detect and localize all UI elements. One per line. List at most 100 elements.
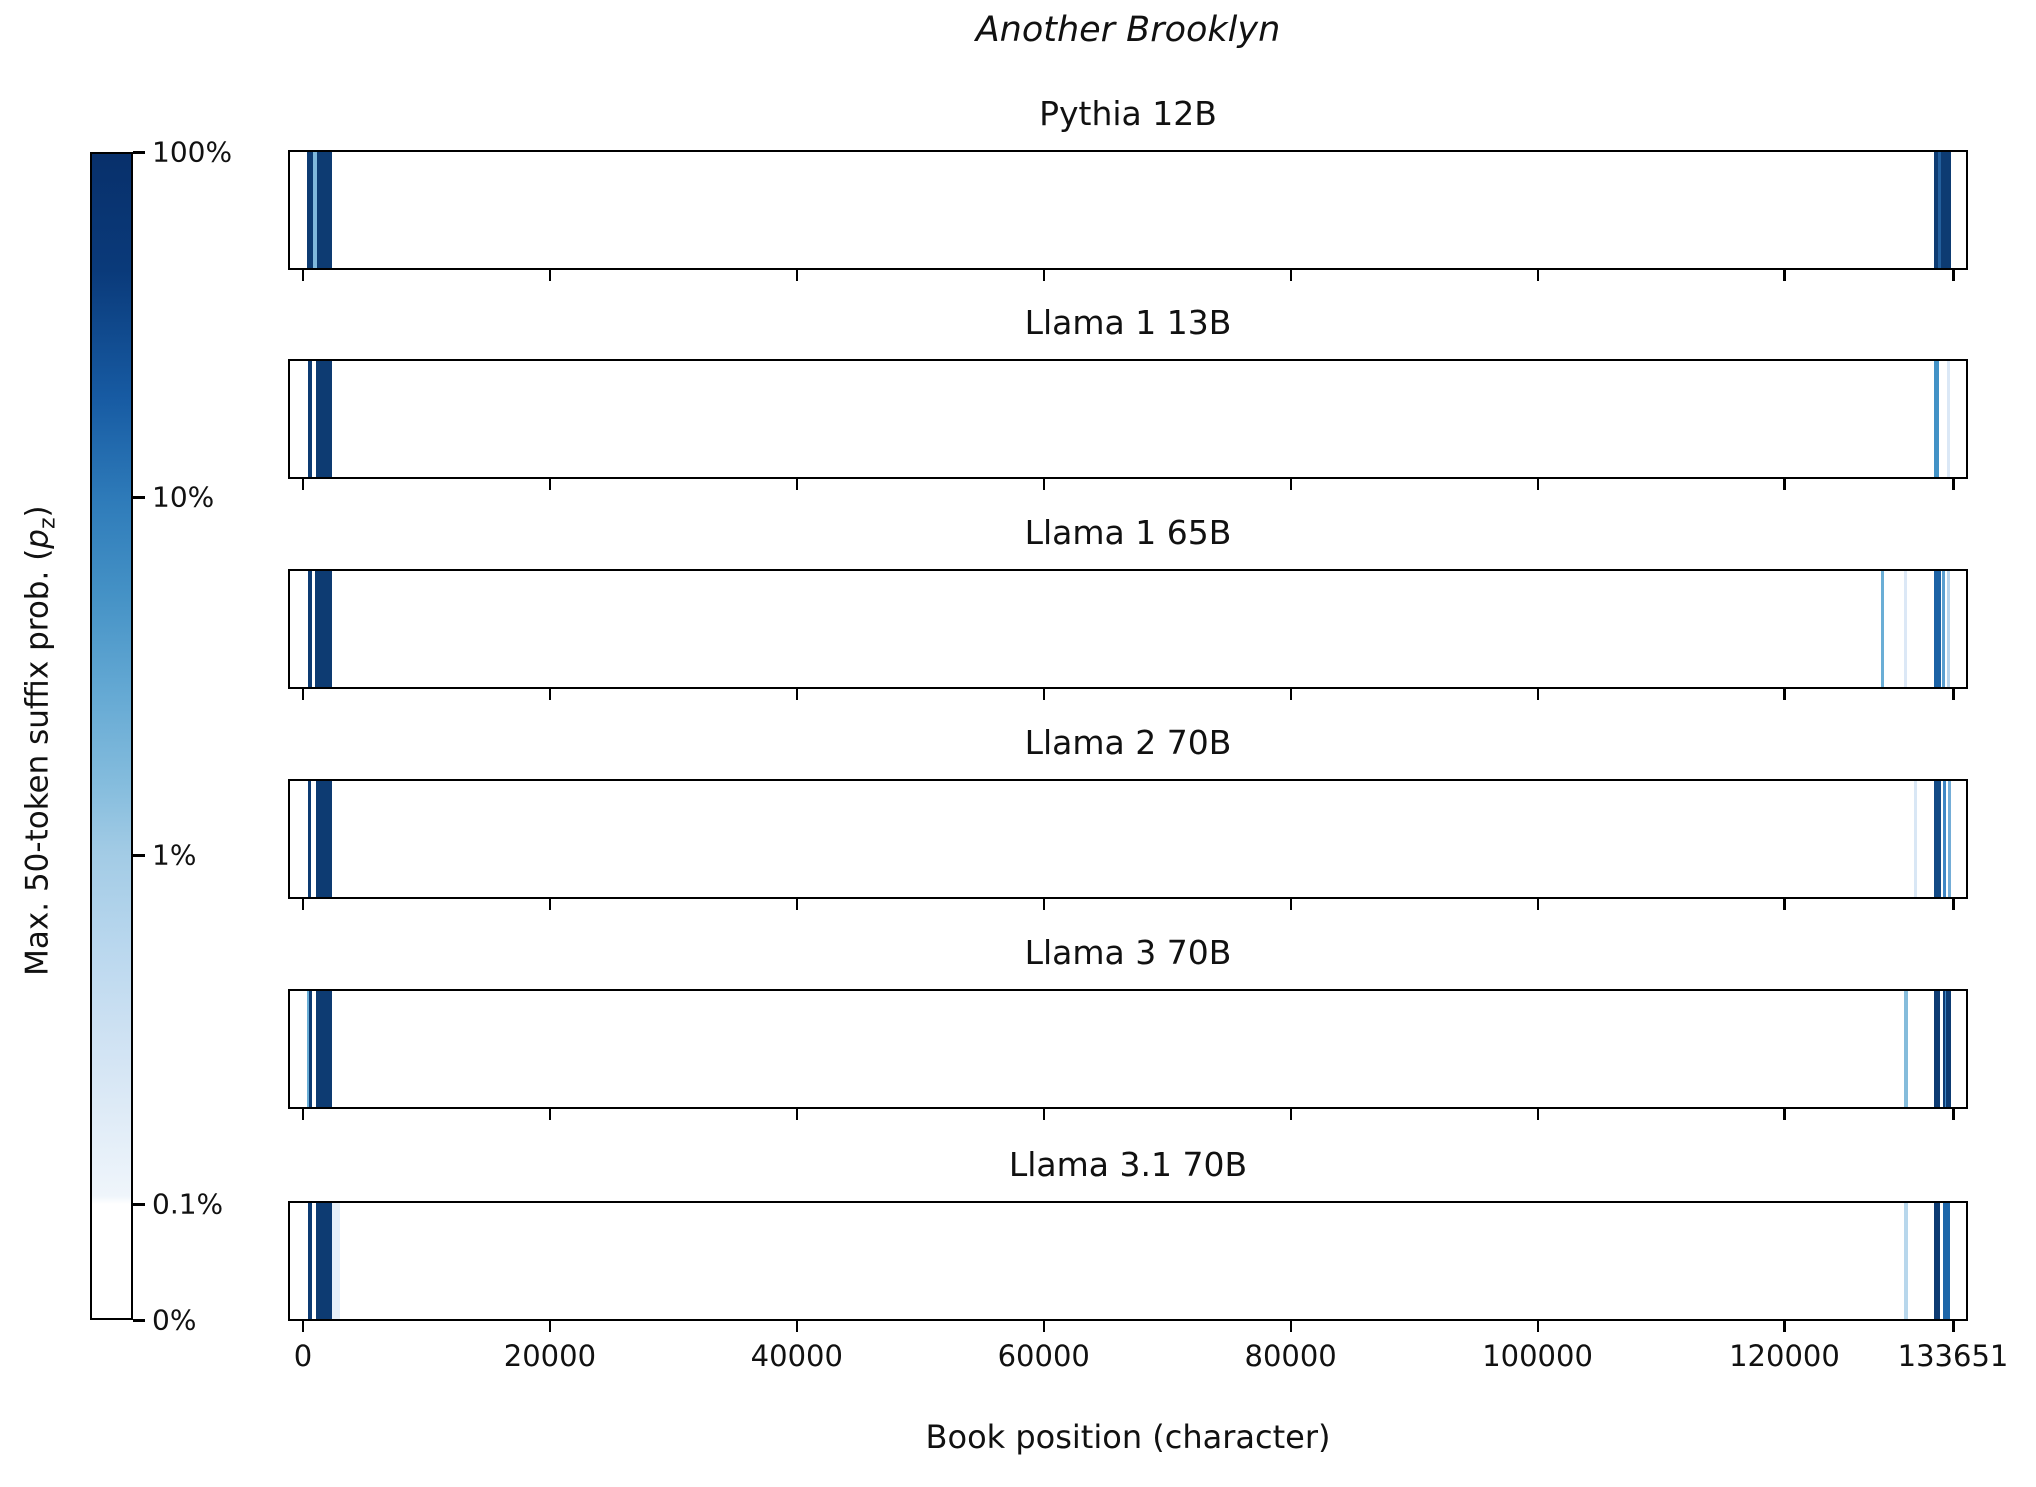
x-axis-tick bbox=[301, 1109, 305, 1120]
x-axis-tick bbox=[1042, 1109, 1046, 1120]
probability-stripe bbox=[1934, 152, 1939, 268]
x-axis-tick bbox=[1042, 270, 1046, 281]
x-axis-tick-label: 60000 bbox=[997, 1339, 1090, 1373]
probability-stripe bbox=[1904, 571, 1908, 687]
x-axis-tick-label: 20000 bbox=[503, 1339, 597, 1373]
probability-stripe bbox=[1946, 571, 1950, 687]
colorbar-tick-label: 0% bbox=[152, 1303, 197, 1337]
x-axis-tick-label: 80000 bbox=[1244, 1339, 1337, 1373]
x-axis-tick bbox=[548, 689, 552, 700]
probability-stripe bbox=[1943, 991, 1946, 1107]
probability-stripe bbox=[314, 571, 332, 687]
subplot-band bbox=[288, 989, 1968, 1109]
probability-stripe bbox=[312, 152, 317, 268]
x-axis-tick bbox=[301, 899, 305, 910]
colorbar-tick-label: 0.1% bbox=[152, 1187, 224, 1221]
probability-stripe bbox=[1934, 991, 1941, 1107]
colorbar-tick bbox=[133, 854, 145, 857]
probability-stripe bbox=[315, 781, 332, 897]
colorbar-tick bbox=[133, 1319, 145, 1322]
x-axis-tick bbox=[1289, 479, 1293, 490]
probability-stripe bbox=[1881, 571, 1885, 687]
x-axis-tick bbox=[1289, 270, 1293, 281]
x-axis-tick bbox=[301, 270, 305, 281]
subplot-title: Llama 1 65B bbox=[1024, 513, 1232, 552]
figure-title: Another Brooklyn bbox=[975, 10, 1281, 50]
x-axis-tick bbox=[795, 1109, 799, 1120]
x-axis-tick bbox=[795, 1321, 799, 1332]
subplot-title: Pythia 12B bbox=[1039, 94, 1217, 133]
x-axis-tick bbox=[301, 689, 305, 700]
x-axis-tick bbox=[1536, 899, 1540, 910]
colorbar-tick bbox=[133, 1203, 145, 1206]
x-axis-tick bbox=[795, 689, 799, 700]
y-axis-label-variable: p bbox=[19, 529, 56, 549]
colorbar: 100% 10% 1% 0.1% 0% bbox=[90, 136, 232, 1337]
probability-stripe bbox=[1934, 781, 1942, 897]
x-axis-tick-label: 40000 bbox=[750, 1339, 843, 1373]
x-axis-tick bbox=[548, 270, 552, 281]
x-axis-tick bbox=[1783, 479, 1786, 490]
x-axis-tick bbox=[1952, 270, 1955, 281]
x-axis-tick bbox=[301, 479, 305, 490]
x-axis-tick bbox=[1536, 1109, 1540, 1120]
x-axis-tick bbox=[1952, 899, 1955, 910]
probability-stripe bbox=[315, 1203, 332, 1319]
probability-stripe bbox=[331, 1203, 340, 1319]
probability-stripe bbox=[1904, 991, 1909, 1107]
probability-stripe bbox=[315, 361, 332, 477]
x-axis-tick bbox=[1289, 1109, 1293, 1120]
x-axis-tick bbox=[1042, 689, 1046, 700]
x-axis-tick bbox=[1952, 1321, 1955, 1332]
colorbar-tick-label: 10% bbox=[152, 480, 215, 514]
x-axis-tick bbox=[795, 899, 799, 910]
colorbar-tick-label: 1% bbox=[152, 838, 197, 872]
x-axis-tick-label: 120000 bbox=[1729, 1339, 1840, 1373]
probability-stripe bbox=[1947, 781, 1952, 897]
probability-stripe bbox=[315, 991, 332, 1107]
subplot-band bbox=[288, 1201, 1968, 1321]
probability-stripe bbox=[307, 571, 312, 687]
x-axis-tick bbox=[1952, 689, 1955, 700]
y-axis-label-subscript: z bbox=[35, 517, 61, 530]
probability-stripe bbox=[1914, 781, 1918, 897]
probability-stripe bbox=[306, 991, 310, 1107]
x-axis-tick bbox=[548, 899, 552, 910]
subplot-title: Llama 2 70B bbox=[1024, 723, 1232, 762]
y-axis-label-close: ) bbox=[19, 505, 56, 518]
x-axis-tick bbox=[1289, 899, 1293, 910]
probability-stripe bbox=[307, 781, 311, 897]
x-axis-tick bbox=[1042, 479, 1046, 490]
x-axis-tick bbox=[1952, 479, 1955, 490]
x-axis-tick bbox=[1952, 1109, 1955, 1120]
x-axis-tick bbox=[1289, 689, 1293, 700]
colorbar-tick-label: 100% bbox=[152, 135, 233, 169]
subplot-band bbox=[288, 150, 1968, 270]
x-axis-tick bbox=[1536, 689, 1540, 700]
subplot-band bbox=[288, 779, 1968, 899]
x-axis-tick-label: 100000 bbox=[1482, 1339, 1593, 1373]
x-axis-tick bbox=[795, 479, 799, 490]
y-axis-label: Max. 50-token suffix prob. (pz) bbox=[19, 391, 60, 1091]
x-axis-tick-label: 0 bbox=[293, 1339, 313, 1373]
x-axis-tick bbox=[795, 270, 799, 281]
probability-stripe bbox=[1938, 152, 1942, 268]
x-axis-tick bbox=[301, 1321, 305, 1332]
subplot-band bbox=[288, 359, 1968, 479]
x-axis-tick bbox=[1042, 1321, 1046, 1332]
probability-stripe bbox=[1943, 1203, 1950, 1319]
x-axis-tick bbox=[548, 1321, 552, 1332]
x-axis-tick bbox=[1783, 1109, 1786, 1120]
probability-stripe bbox=[1904, 1203, 1909, 1319]
probability-stripe bbox=[1942, 571, 1945, 687]
x-axis-tick bbox=[1536, 1321, 1540, 1332]
x-axis-label: Book position (character) bbox=[925, 1418, 1331, 1456]
probability-stripe bbox=[1934, 571, 1942, 687]
probability-stripe bbox=[1941, 152, 1952, 268]
x-axis-tick bbox=[548, 479, 552, 490]
probability-stripe bbox=[1934, 361, 1940, 477]
probability-stripe bbox=[307, 361, 312, 477]
y-axis-label-text: Max. 50-token suffix prob. ( bbox=[19, 548, 56, 976]
probability-stripe bbox=[316, 152, 332, 268]
